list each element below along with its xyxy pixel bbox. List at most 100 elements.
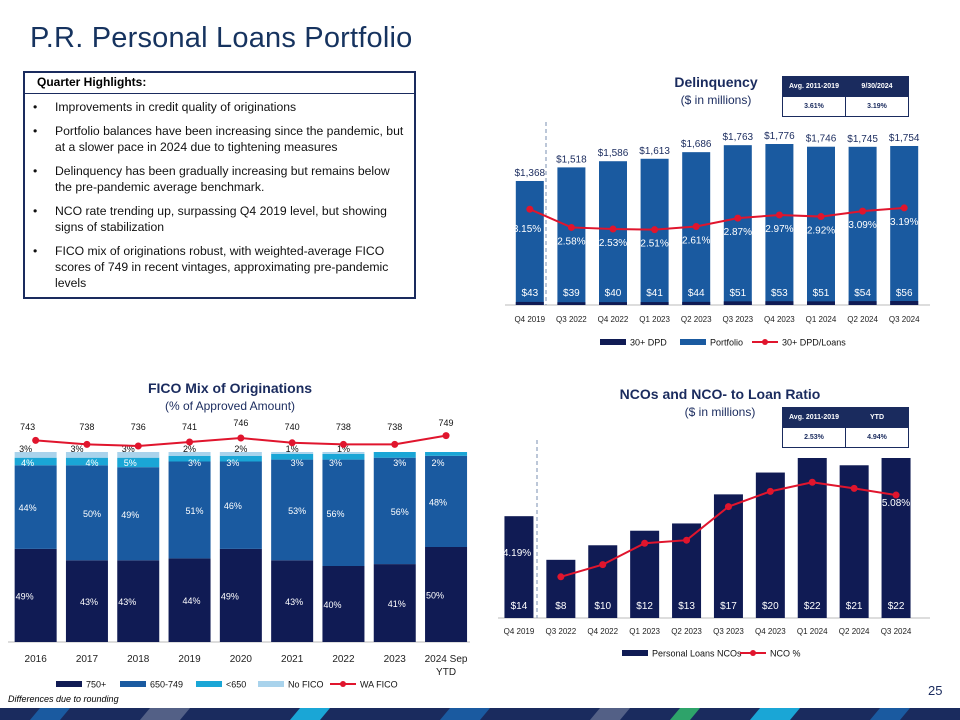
fico-nofico-label: 2%	[234, 444, 247, 454]
dpd-ratio-label: 2.53%	[599, 238, 627, 249]
x-tick-label: Q4 2019	[504, 627, 535, 636]
nco-bar	[546, 559, 576, 618]
benchmark-value: 2.53%	[782, 427, 846, 448]
wa-fico-point	[83, 440, 91, 448]
delinquency-benchmark-table: Avg. 2011-2019 9/30/2024 3.61% 3.19%	[782, 76, 909, 117]
nco-bar	[504, 516, 534, 618]
fico-750-label: 43%	[285, 597, 303, 607]
fico-nofico-label: 1%	[337, 444, 350, 454]
fico-under650-label: 3%	[393, 458, 406, 468]
fico-nofico-label: 2%	[183, 444, 196, 454]
nco-bar	[713, 494, 743, 618]
fico-under650-label: 4%	[85, 458, 98, 468]
fico-segment-3	[219, 452, 262, 456]
benchmark-header: 9/30/2024	[845, 76, 909, 97]
dpd-ratio-point	[817, 213, 825, 221]
dpd-value-label: $51	[729, 288, 746, 299]
dpd-ratio-point	[734, 214, 742, 222]
dpd-value-label: $54	[854, 288, 871, 299]
fico-650-label: 56%	[391, 507, 409, 517]
dpd-ratio-point	[775, 211, 783, 219]
x-tick-label: Q4 2022	[587, 627, 618, 636]
legend-650-749-swatch	[120, 681, 146, 687]
fico-nofico-label: 1%	[286, 444, 299, 454]
legend-nco-swatch	[622, 650, 648, 656]
dpd-bar	[515, 301, 544, 305]
highlights-list: Improvements in credit quality of origin…	[33, 99, 405, 299]
fico-under650-label: 3%	[188, 458, 201, 468]
x-tick-label: Q3 2024	[889, 315, 920, 324]
fico-nofico-label: 3%	[70, 444, 83, 454]
fico-x-tick-label: 2020	[230, 654, 253, 665]
portfolio-value-label: $1,368	[515, 168, 546, 179]
fico-segment-2	[14, 457, 57, 466]
fico-nofico-label: 3%	[122, 444, 135, 454]
wa-fico-label: 746	[233, 418, 248, 428]
fico-x-tick-label: 2017	[76, 654, 99, 665]
legend-650-749-label: 650-749	[150, 680, 183, 690]
dpd-bar	[723, 301, 752, 305]
fico-under650-label: 3%	[226, 458, 239, 468]
wa-fico-label: 741	[182, 422, 197, 432]
fico-segment-3	[14, 452, 57, 458]
fico-segment-1	[219, 461, 262, 549]
legend-nco-pct-label: NCO %	[770, 649, 801, 659]
fico-segment-0	[117, 560, 160, 642]
fico-segment-3	[65, 452, 108, 458]
portfolio-value-label: $1,518	[556, 154, 587, 165]
fico-segment-0	[168, 558, 211, 642]
nco-chart-title: NCOs and NCO- to Loan Ratio	[619, 386, 821, 402]
dpd-ratio-label: 2.61%	[682, 235, 710, 246]
dpd-bar	[807, 301, 835, 305]
legend-under650-swatch	[196, 681, 222, 687]
portfolio-bar	[848, 146, 877, 305]
dpd-value-label: $39	[563, 288, 580, 299]
fico-x-tick-label: 2018	[127, 654, 150, 665]
wa-fico-point	[288, 439, 296, 447]
page-number: 25	[928, 683, 943, 698]
benchmark-header: YTD	[845, 407, 909, 428]
fico-x-tick-label: 2016	[25, 654, 48, 665]
nco-bar	[881, 458, 911, 618]
fico-segment-3	[322, 452, 365, 454]
nco-ratio-point	[892, 491, 900, 499]
dpd-ratio-label: 3.15%	[513, 224, 541, 235]
x-tick-label: Q3 2023	[713, 627, 744, 636]
fico-650-label: 51%	[186, 506, 204, 516]
x-tick-label: Q4 2023	[755, 627, 786, 636]
nco-bar	[588, 545, 618, 618]
benchmark-value: 3.61%	[782, 96, 846, 117]
wa-fico-label: 736	[131, 422, 146, 432]
dpd-ratio-label: 2.87%	[724, 227, 752, 238]
fico-x-tick-label-ytd: YTD	[436, 667, 456, 678]
x-tick-label: Q2 2024	[839, 627, 870, 636]
fico-750-label: 44%	[183, 596, 201, 606]
portfolio-bar	[557, 167, 586, 305]
fico-750-label: 49%	[16, 591, 34, 601]
portfolio-value-label: $1,754	[889, 133, 920, 144]
x-tick-label: Q4 2019	[514, 315, 545, 324]
dpd-value-label: $56	[896, 288, 913, 299]
fico-nofico-label: 3%	[19, 444, 32, 454]
nco-value-label: $22	[888, 601, 905, 612]
dpd-ratio-point	[692, 222, 700, 230]
fico-segment-2	[168, 455, 211, 462]
x-tick-label: Q3 2022	[545, 627, 576, 636]
dpd-ratio-point	[651, 226, 659, 234]
x-tick-label: Q2 2024	[847, 315, 878, 324]
dpd-value-label: $43	[521, 288, 538, 299]
wa-fico-point	[442, 432, 450, 440]
fico-x-tick-label: 2019	[178, 654, 201, 665]
x-tick-label: Q3 2023	[722, 315, 753, 324]
highlights-header-rule	[25, 73, 414, 94]
dpd-ratio-label: 2.97%	[765, 224, 793, 235]
dpd-ratio-point	[609, 225, 617, 233]
nco-value-label: $13	[678, 601, 695, 612]
legend-portfolio-label: Portfolio	[710, 338, 743, 348]
dpd-ratio-point	[900, 204, 908, 212]
nco-ratio-point	[766, 487, 774, 495]
legend-nco-label: Personal Loans NCOs	[652, 649, 742, 659]
wa-fico-label: 738	[79, 422, 94, 432]
fico-segment-1	[425, 455, 468, 547]
fico-segment-0	[425, 547, 468, 642]
